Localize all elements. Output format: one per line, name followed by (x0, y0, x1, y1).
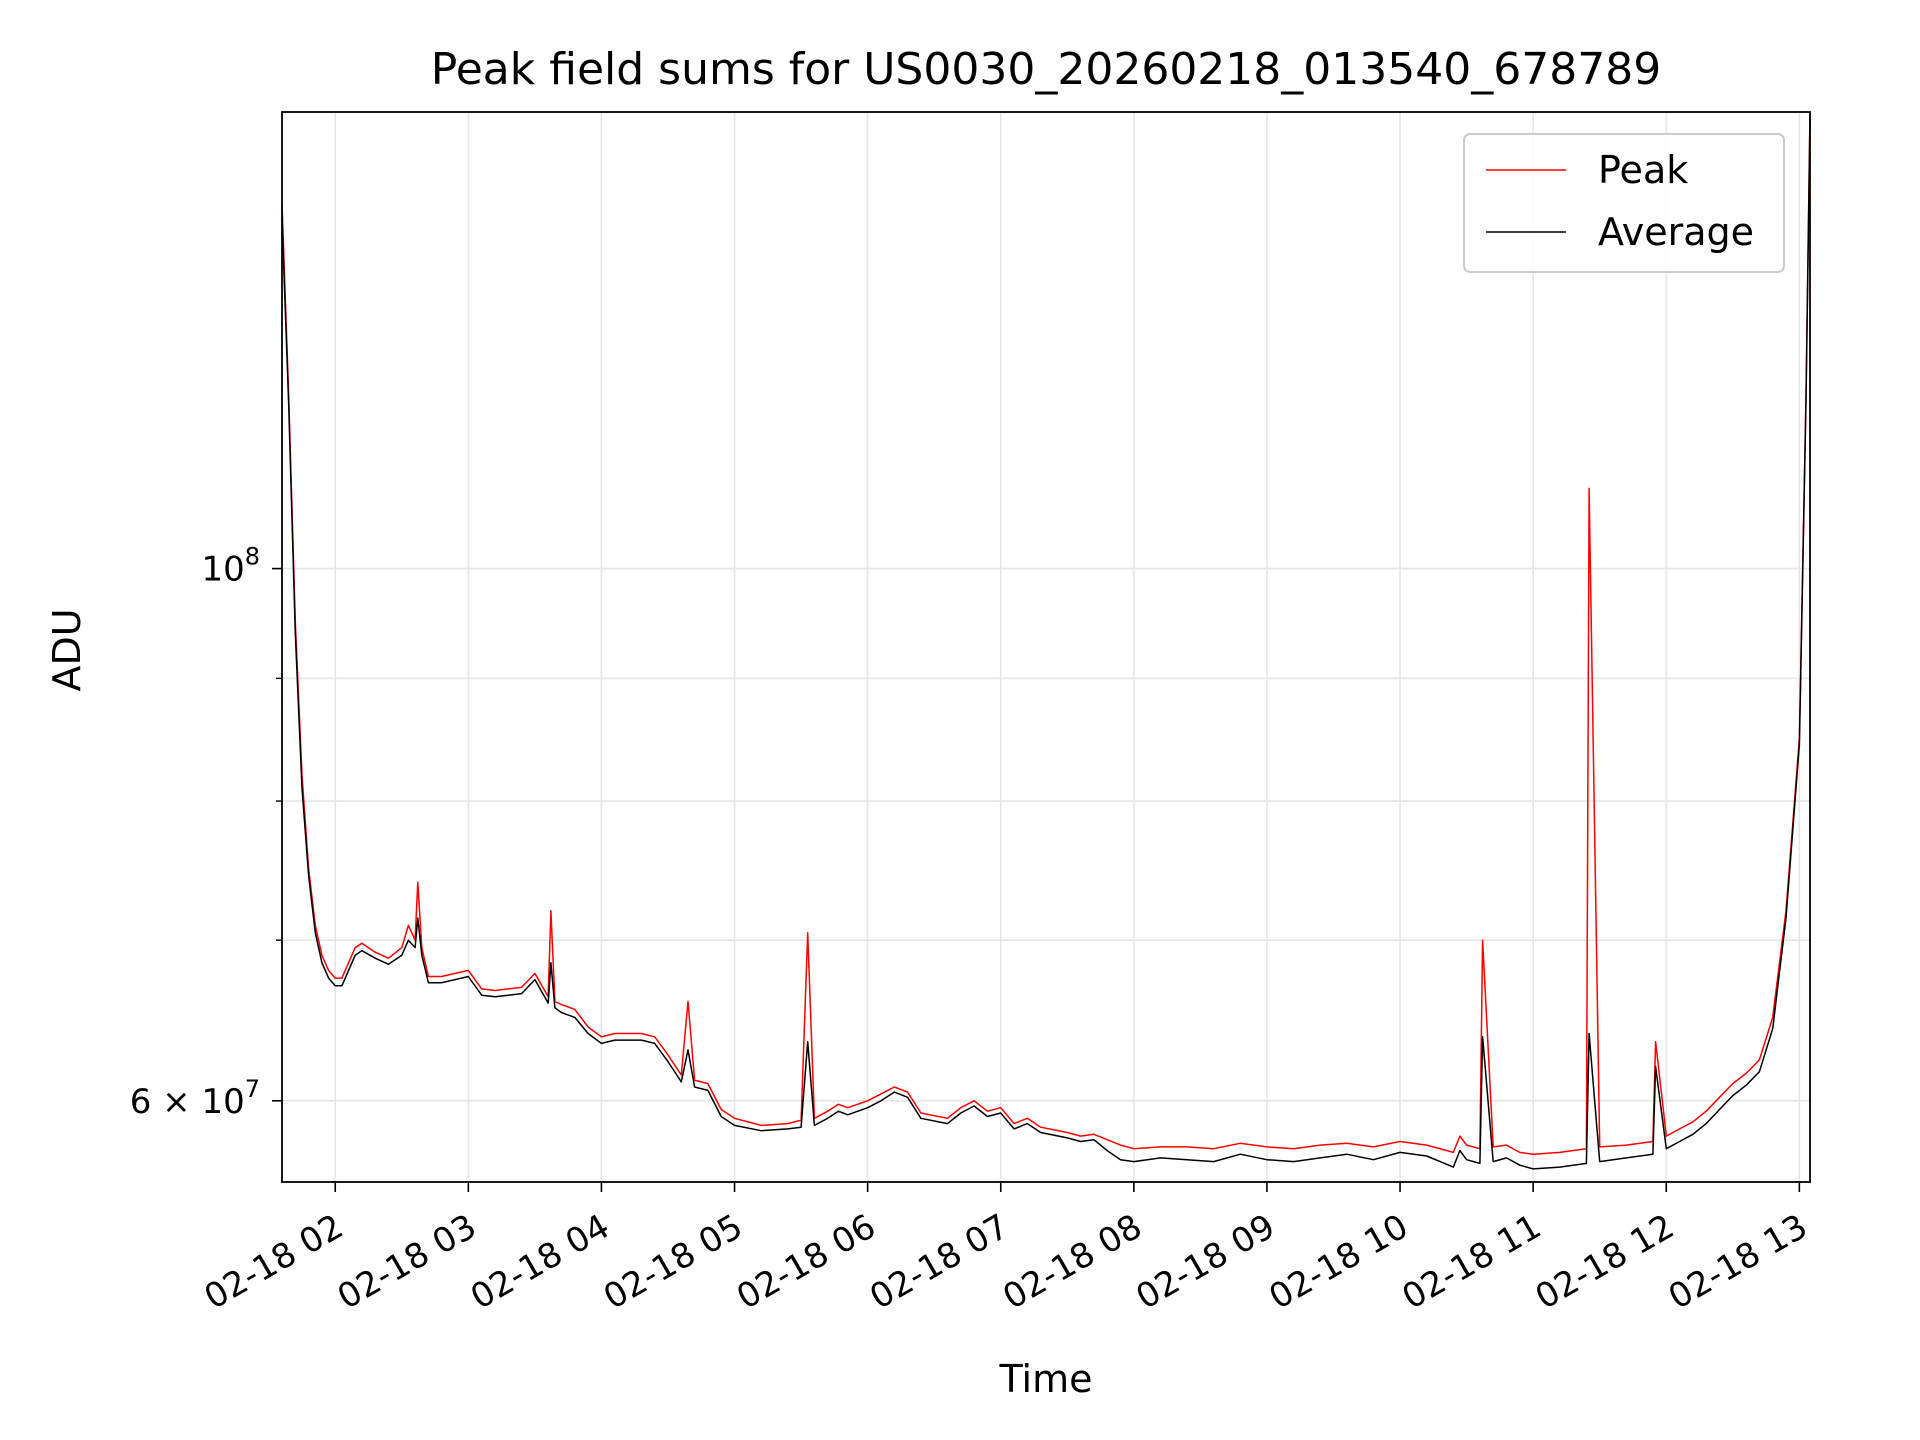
legend: Peak Average (1463, 133, 1785, 273)
average-series-line (281, 118, 1811, 1170)
x-axis-label: Time (999, 1357, 1093, 1401)
chart-title: Peak field sums for US0030_20260218_0135… (431, 44, 1661, 95)
y-tick-label: 6 × 107 (130, 1075, 260, 1122)
grid (282, 112, 1810, 1182)
legend-box (1463, 133, 1785, 273)
plot-frame (281, 111, 1811, 1183)
peak-series-line (281, 111, 1811, 1155)
y-axis-label: ADU (45, 608, 89, 691)
y-tick-label: 108 (201, 543, 260, 590)
legend-peak-label: Peak (1598, 148, 1688, 192)
series-area (281, 111, 1811, 1170)
legend-average-label: Average (1598, 210, 1754, 254)
